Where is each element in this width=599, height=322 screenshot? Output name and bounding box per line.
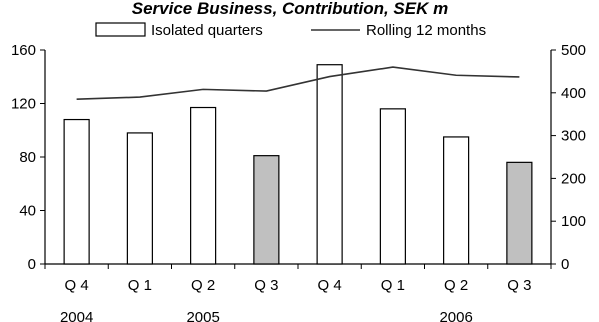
- bar: [190, 106, 217, 265]
- bar-highlighted: [506, 161, 533, 265]
- x-category-label: Q 1: [128, 277, 152, 294]
- left-tick-label: 120: [11, 96, 36, 113]
- legend-label-bars: Isolated quarters: [151, 22, 263, 39]
- x-category-label: Q 4: [318, 277, 342, 294]
- bar: [379, 108, 406, 265]
- bar: [63, 118, 90, 265]
- chart-title: Service Business, Contribution, SEK m: [132, 0, 448, 18]
- x-category-label: Q 2: [191, 277, 215, 294]
- left-tick-label: 160: [11, 42, 36, 59]
- right-tick-label: 0: [561, 256, 569, 273]
- right-tick-label: 300: [561, 128, 586, 145]
- plot-area: 0 40 80 120 160 0 100 200 300 400 500 Q 4 Q 1 Q 2 Q 3 Q…: [11, 42, 586, 322]
- right-tick-label: 200: [561, 170, 586, 187]
- left-tick-label: 0: [28, 256, 36, 273]
- left-tick-label: 40: [19, 203, 36, 220]
- bar: [316, 64, 343, 265]
- x-year-label: 2005: [186, 309, 219, 322]
- x-category-label: Q 3: [254, 277, 278, 294]
- legend-bar-swatch: [95, 22, 146, 37]
- x-category-label: Q 3: [507, 277, 531, 294]
- bar-highlighted: [253, 155, 280, 265]
- right-tick-label: 400: [561, 85, 586, 102]
- bar: [443, 136, 470, 265]
- rolling-12-months-line: [76, 66, 520, 101]
- legend-label-line: Rolling 12 months: [366, 22, 486, 39]
- bar: [126, 132, 153, 265]
- x-category-label: Q 4: [65, 277, 89, 294]
- x-category-label: Q 2: [444, 277, 468, 294]
- x-year-label: 2004: [60, 309, 93, 322]
- right-tick-label: 100: [561, 213, 586, 230]
- left-tick-label: 80: [19, 149, 36, 166]
- x-year-label: 2006: [439, 309, 472, 322]
- right-tick-label: 500: [561, 42, 586, 59]
- x-category-label: Q 1: [381, 277, 405, 294]
- legend: Isolated quarters Rolling 12 months: [95, 22, 486, 39]
